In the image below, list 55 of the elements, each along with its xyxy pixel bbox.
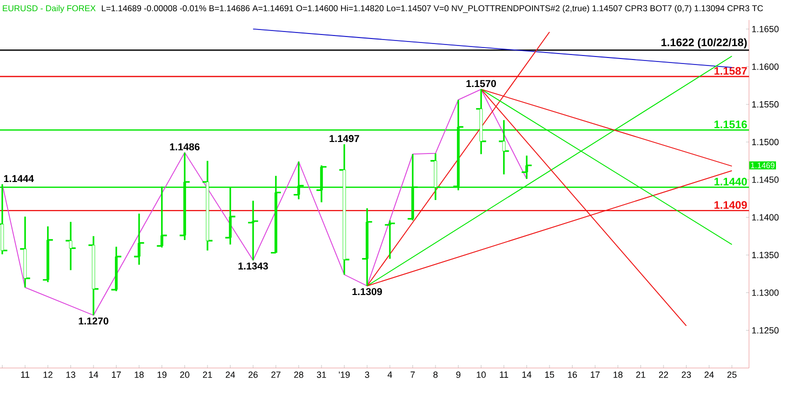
x-tick-label: 13	[66, 372, 76, 378]
x-tick-label: 18	[134, 372, 144, 378]
data-label: 1.1343	[238, 262, 268, 270]
x-tick-label: 11	[21, 372, 30, 378]
x-tick-label: '19	[338, 372, 350, 378]
x-tick-label: 28	[294, 372, 304, 378]
data-label: 1.1486	[170, 143, 200, 150]
x-tick-label: 14	[522, 372, 532, 378]
x-tick-label: 27	[271, 372, 280, 378]
x-tick-label: 3	[364, 372, 370, 378]
y-tick-label: 1.1500	[752, 138, 779, 146]
y-tick-label: 1.1300	[752, 289, 779, 296]
x-tick-label: 11	[500, 372, 508, 378]
ref-line-label: 1.1587	[714, 67, 747, 75]
annotation: 1.1497	[330, 135, 360, 142]
chart-subtitle: L=1.14689 -0.00008 -0.01% B=1.14686 A=1.14691 O=1.14600 Hi=1.14820 Lo=1.14507 V=0 NV_PLOTTRENDPOINTS#2 (2,true) 1.14507 CPR3 BOT7 (0,7) 1.13094 CPR3 TC	[102, 5, 763, 13]
x-tick-label: 23	[682, 372, 691, 378]
x-tick-label: 15	[545, 372, 554, 378]
x-tick-label: 9	[456, 372, 460, 378]
y-tick-label: 1.1650	[752, 26, 779, 32]
x-tick-label: 20	[180, 372, 190, 378]
data-label: 1.1270	[78, 317, 108, 325]
y-tick-label: 1.1350	[752, 252, 779, 258]
x-tick-label: 24	[226, 372, 236, 378]
x-tick-label: 12	[44, 372, 52, 378]
x-tick-label: 22	[658, 372, 668, 378]
chart-title: EURUSD - Daily FOREX	[2, 5, 96, 13]
y-tick-label: 1.1250	[752, 327, 779, 334]
y-tick-label: 1.1450	[752, 176, 779, 183]
data-label: 1.1570	[466, 80, 496, 88]
x-tick-label: 10	[476, 372, 486, 378]
x-tick-label: 17	[590, 372, 600, 378]
x-tick-label: 24	[704, 372, 714, 378]
x-tick-label: 4	[388, 372, 392, 378]
x-tick-label: 25	[727, 372, 737, 378]
x-tick-label: 19	[158, 372, 166, 378]
x-tick-label: 21	[202, 372, 212, 378]
x-tick-label: 8	[433, 372, 438, 378]
ref-line-label: 1.1440	[714, 178, 747, 186]
x-tick-label: 21	[636, 372, 646, 378]
data-label: 1.1444	[4, 175, 34, 182]
ref-line-label: 1.1516	[714, 120, 747, 128]
y-tick-label: 1.1550	[752, 101, 779, 108]
x-tick-label: 14	[89, 372, 98, 378]
ref-line-label: 1.1622 (10/22/18)	[661, 38, 747, 48]
x-tick-label: 18	[614, 372, 622, 378]
x-tick-label: 17	[112, 372, 121, 378]
y-tick-label: 1.1600	[752, 64, 779, 70]
ref-line-label: 1.1409	[714, 201, 747, 209]
y-tick-label: 1.1400	[752, 214, 779, 221]
x-tick-label: 7	[410, 372, 415, 378]
x-tick-label: 16	[568, 372, 577, 378]
x-tick-label: 31	[316, 372, 326, 378]
x-tick-label: 26	[248, 372, 258, 378]
data-label: 1.1309	[352, 288, 382, 296]
